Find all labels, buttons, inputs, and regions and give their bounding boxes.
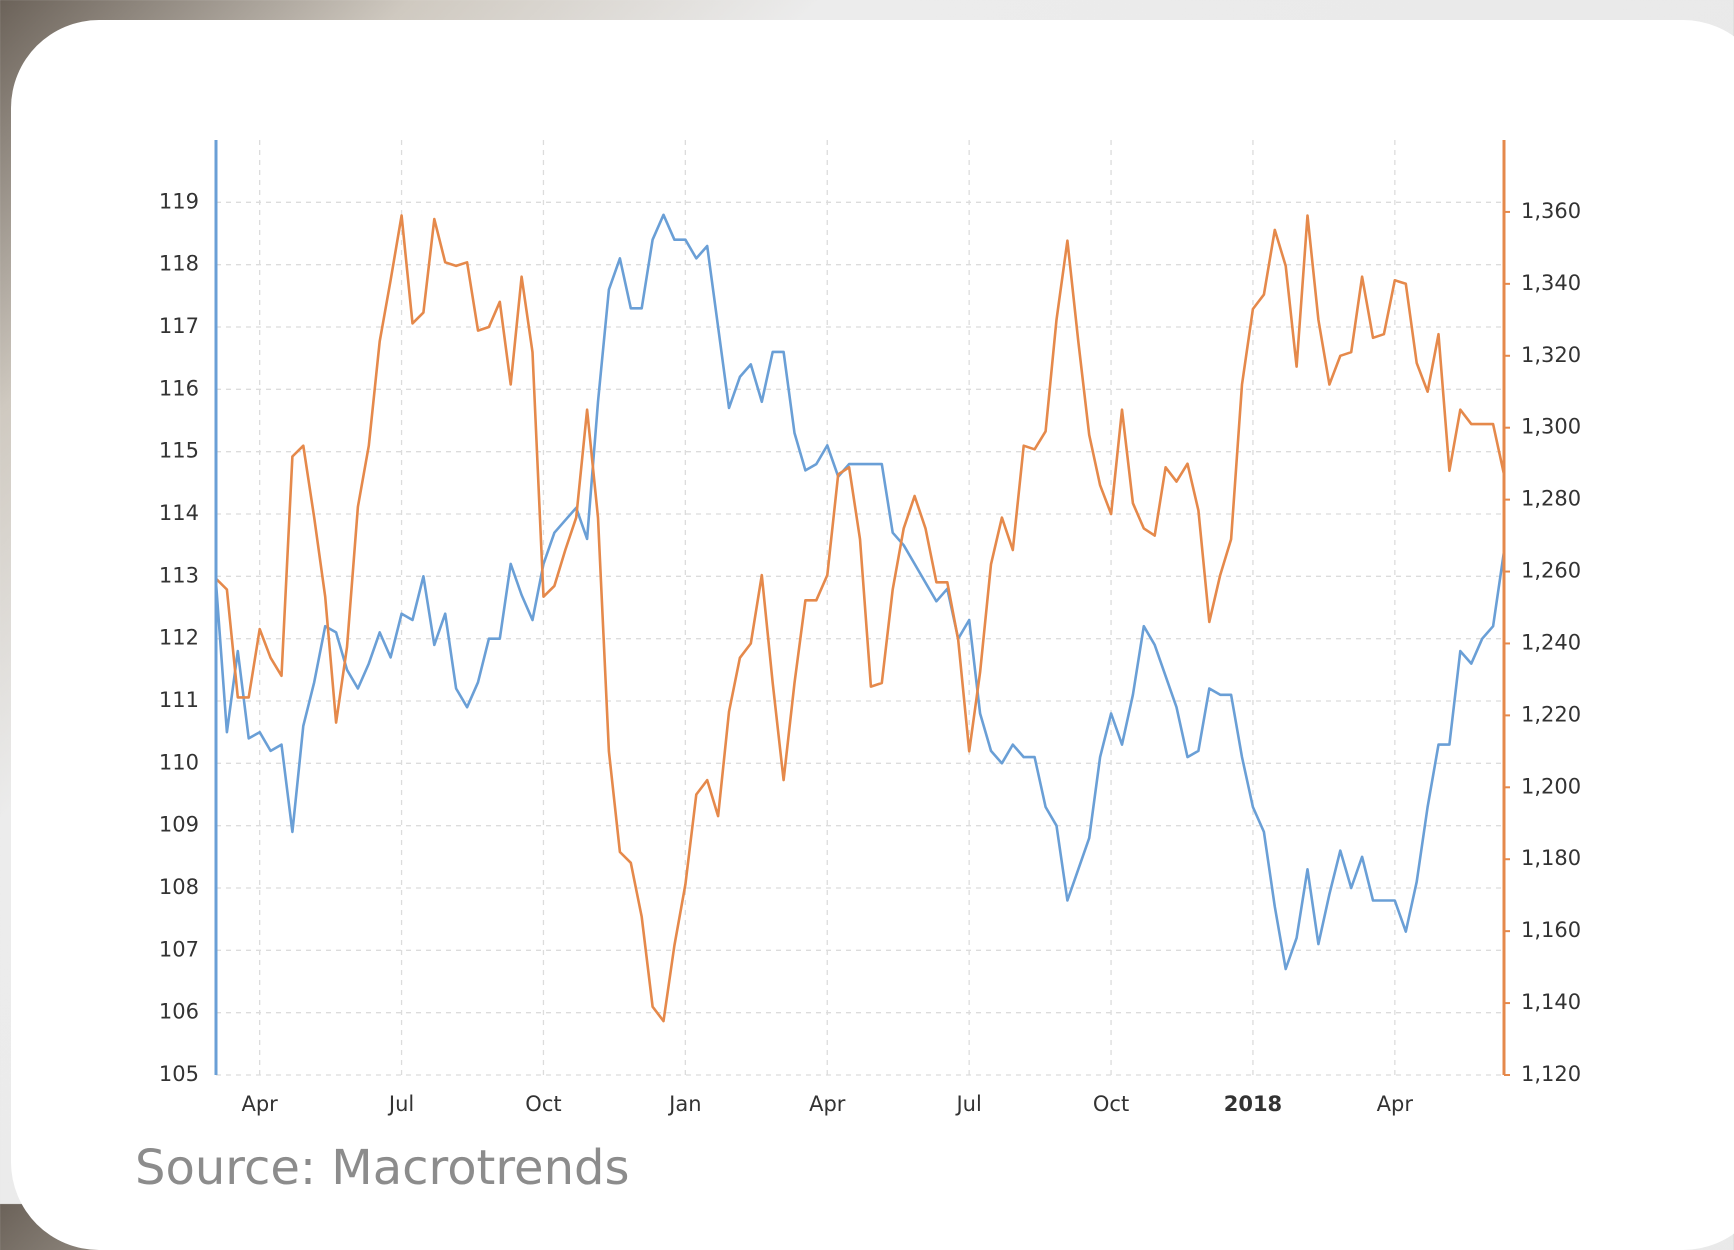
x-tick-label: Jan [667,1092,701,1116]
y2-tick-label: 1,120 [1521,1062,1581,1086]
card [11,20,1734,1250]
y-tick-label: 116 [159,376,199,400]
x-tick-label: Apr [241,1092,278,1116]
y2-tick-label: 1,220 [1521,702,1581,726]
y2-tick-label: 1,260 [1521,559,1581,583]
y-tick-label: 113 [159,563,199,587]
y2-tick-label: 1,280 [1521,487,1581,511]
y-tick-label: 118 [159,252,199,276]
x-tick-label: 2018 [1224,1092,1282,1116]
chart: Apr Jul Oct Jan Apr Jul Oct 2018 Apr 105 106 107 108… [159,140,1581,1116]
series-line [215,214,1506,1023]
x-tick-label: Jul [954,1092,981,1116]
y-tick-label: 114 [159,501,199,525]
y2-tick-label: 1,140 [1521,990,1581,1014]
x-tick-label: Oct [525,1092,561,1116]
series-line [214,213,1506,971]
y2-tick-label: 1,300 [1521,415,1581,439]
y-tick-label: 110 [159,750,199,774]
y-tick-label: 107 [159,937,199,961]
y-tick-label: 105 [159,1062,199,1086]
y2-tick-label: 1,200 [1521,774,1581,798]
y-tick-label: 106 [159,1000,199,1024]
y2-tick-label: 1,360 [1521,199,1581,223]
y2-tick-label: 1,240 [1521,630,1581,654]
x-tick-label: Apr [809,1092,846,1116]
y-tick-label: 109 [159,813,199,837]
y-tick-label: 117 [159,314,199,338]
y2-tick-label: 1,340 [1521,271,1581,295]
y2-tick-label: 1,320 [1521,343,1581,367]
x-tick-label: Apr [1377,1092,1414,1116]
y-tick-label: 108 [159,875,199,899]
y2-tick-label: 1,160 [1521,918,1581,942]
y-tick-label: 112 [159,626,199,650]
x-tick-label: Jul [387,1092,414,1116]
source-caption: Source: Macrotrends [135,1140,630,1196]
x-tick-label: Oct [1093,1092,1129,1116]
y-tick-label: 115 [159,439,199,463]
page: Apr Jul Oct Jan Apr Jul Oct 2018 Apr 105 106 107 108… [0,0,1734,1204]
y2-tick-label: 1,180 [1521,846,1581,870]
y-tick-label: 111 [159,688,199,712]
y-tick-label: 119 [159,189,199,213]
